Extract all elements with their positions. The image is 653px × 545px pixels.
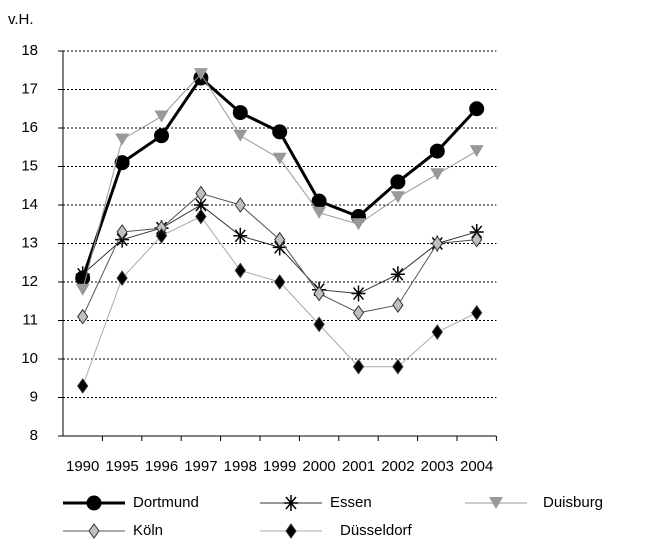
data-point [155, 227, 168, 244]
data-point [116, 224, 128, 240]
data-point [193, 197, 208, 213]
y-tick-label: 16 [21, 119, 38, 136]
data-point [469, 101, 485, 117]
data-point [352, 358, 365, 375]
y-tick-label: 12 [21, 273, 38, 290]
data-point [390, 174, 406, 190]
x-tick-label: 1999 [263, 458, 296, 475]
legend-marker [285, 523, 297, 539]
data-point [351, 218, 366, 231]
x-tick-label: 1990 [66, 458, 99, 475]
y-axis-label: v.H. [8, 11, 34, 28]
x-tick-label: 2001 [342, 458, 375, 475]
data-point [232, 105, 248, 121]
data-point [154, 128, 169, 144]
y-tick-label: 17 [21, 80, 38, 97]
data-point [392, 297, 404, 313]
data-point [115, 133, 130, 146]
data-point [313, 285, 325, 302]
data-point [75, 283, 90, 296]
legend-marker [86, 495, 102, 511]
data-point [234, 262, 246, 279]
y-tick-label: 13 [21, 234, 38, 251]
legend-label: Düsseldorf [340, 522, 413, 539]
data-point [116, 270, 128, 287]
data-point [195, 208, 207, 225]
legend-label: Duisburg [543, 494, 603, 511]
data-point [234, 197, 246, 213]
x-tick-label: 1997 [184, 458, 217, 475]
data-point [272, 124, 288, 140]
data-point [313, 316, 325, 333]
x-tick-label: 1998 [224, 458, 257, 475]
data-point [351, 285, 366, 302]
legend-label: Essen [330, 494, 372, 511]
data-point [390, 266, 405, 283]
data-point [431, 324, 443, 340]
data-point [471, 304, 483, 321]
data-point [272, 152, 287, 165]
data-point [274, 231, 286, 248]
x-tick-label: 2003 [421, 458, 454, 475]
data-point [390, 191, 405, 204]
y-tick-label: 18 [21, 42, 38, 59]
data-point [471, 231, 483, 248]
data-point [274, 274, 286, 290]
x-tick-label: 1996 [145, 458, 178, 475]
x-tick-label: 2000 [302, 458, 335, 475]
y-tick-label: 11 [22, 311, 38, 328]
data-point [429, 143, 445, 159]
data-point [392, 358, 404, 375]
legend-label: Dortmund [133, 494, 199, 511]
x-tick-label: 1995 [105, 458, 138, 475]
data-point [312, 206, 327, 219]
data-point [193, 68, 208, 81]
legend-marker [489, 497, 503, 509]
data-point [431, 235, 443, 252]
y-tick-label: 14 [21, 196, 38, 213]
data-point [430, 168, 445, 181]
y-tick-label: 10 [21, 350, 38, 367]
data-point [233, 227, 248, 244]
legend-marker [284, 495, 298, 511]
data-point [77, 378, 89, 394]
y-tick-label: 15 [21, 157, 38, 174]
data-point [195, 185, 207, 202]
legend-label: Köln [133, 522, 163, 539]
data-point [233, 129, 248, 142]
y-tick-label: 9 [30, 388, 38, 405]
x-tick-label: 2002 [381, 458, 414, 475]
data-point [77, 308, 89, 325]
data-point [75, 266, 90, 283]
data-point [114, 155, 130, 171]
data-point [469, 145, 484, 158]
x-tick-label: 2004 [460, 458, 493, 475]
legend-marker [88, 523, 100, 539]
y-tick-label: 8 [30, 427, 38, 444]
data-point [352, 304, 365, 321]
data-point [154, 110, 169, 123]
